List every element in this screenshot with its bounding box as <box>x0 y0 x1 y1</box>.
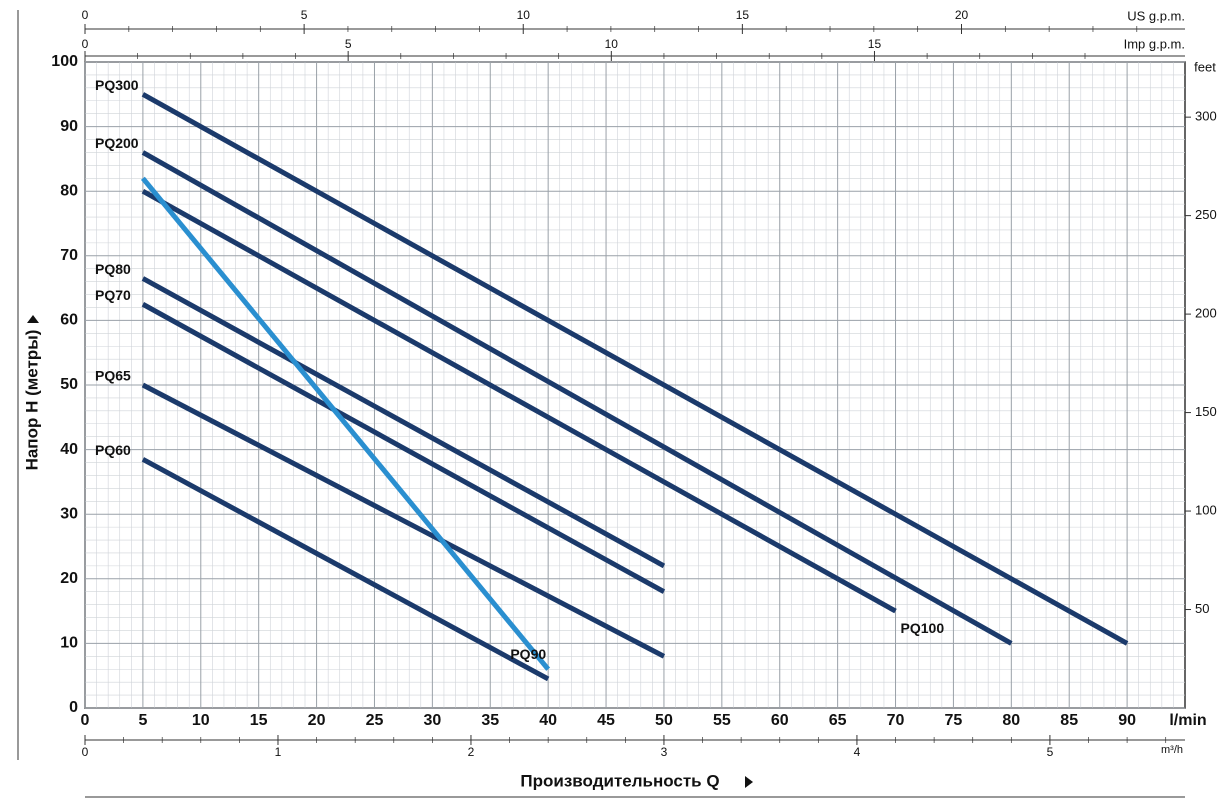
tick-label: 300 <box>1195 109 1217 124</box>
axis-unit: US g.p.m. <box>1127 8 1185 23</box>
x-tick-label: 90 <box>1118 712 1136 729</box>
y-tick-label: 100 <box>51 53 78 70</box>
y-tick-label: 80 <box>60 182 78 199</box>
tick-label: 20 <box>955 8 969 22</box>
series-line <box>141 150 1013 646</box>
y-tick-label: 60 <box>60 312 78 329</box>
x-tick-label: 35 <box>481 712 499 729</box>
tick-label: 10 <box>517 8 531 22</box>
x-tick-label: 60 <box>771 712 789 729</box>
axis-unit: m³/h <box>1161 744 1183 756</box>
series-line <box>140 176 551 671</box>
y-tick-label: 20 <box>60 570 78 587</box>
x-tick-label: 70 <box>887 712 905 729</box>
y-tick-label: 30 <box>60 505 78 522</box>
tick-label: 1 <box>275 745 282 759</box>
y-tick-label: 70 <box>60 247 78 264</box>
tick-label: 3 <box>661 745 668 759</box>
x-tick-label: 75 <box>945 712 963 729</box>
tick-label: 4 <box>854 745 861 759</box>
series-label: PQ60 <box>95 442 131 458</box>
tick-label: 200 <box>1195 306 1217 321</box>
axis-unit: l/min <box>1169 712 1206 729</box>
axis-unit: feet <box>1194 59 1216 74</box>
x-tick-label: 85 <box>1060 712 1078 729</box>
series-label: PQ80 <box>95 261 131 277</box>
series-line <box>141 276 666 569</box>
y-tick-label: 0 <box>69 699 78 716</box>
tick-label: 5 <box>301 8 308 22</box>
tick-label: 0 <box>82 8 89 22</box>
series-label: PQ65 <box>95 368 131 384</box>
tick-label: 2 <box>468 745 475 759</box>
tick-label: 100 <box>1195 502 1217 517</box>
x-tick-label: 5 <box>138 712 147 729</box>
x-tick-label: 40 <box>539 712 557 729</box>
x-tick-label: 55 <box>713 712 731 729</box>
y-tick-label: 10 <box>60 635 78 652</box>
x-tick-label: 80 <box>1002 712 1020 729</box>
tick-label: 15 <box>736 8 750 22</box>
x-tick-label: 50 <box>655 712 673 729</box>
y-axis-title: Напор H (метры) <box>22 330 41 471</box>
tick-label: 150 <box>1195 404 1217 419</box>
x-tick-label: 0 <box>81 712 90 729</box>
arrow <box>745 776 753 788</box>
series-line <box>141 92 1129 646</box>
y-tick-label: 90 <box>60 118 78 135</box>
x-tick-label: 20 <box>308 712 326 729</box>
series-line <box>141 457 550 682</box>
arrow <box>27 315 39 323</box>
x-tick-label: 10 <box>192 712 210 729</box>
tick-label: 0 <box>82 37 89 51</box>
tick-label: 15 <box>868 37 882 51</box>
series-label: PQ200 <box>95 135 139 151</box>
series-line <box>141 382 666 659</box>
x-tick-label: 45 <box>597 712 615 729</box>
series-line <box>141 302 666 594</box>
tick-label: 5 <box>1047 745 1054 759</box>
y-tick-label: 50 <box>60 376 78 393</box>
tick-label: 0 <box>82 745 89 759</box>
tick-label: 50 <box>1195 601 1209 616</box>
x-tick-label: 25 <box>366 712 384 729</box>
axis-unit: Imp g.p.m. <box>1124 36 1185 51</box>
x-tick-label: 30 <box>423 712 441 729</box>
x-axis-title: Производительность Q <box>520 771 719 790</box>
series-line <box>141 189 897 614</box>
x-tick-label: 65 <box>829 712 847 729</box>
tick-label: 10 <box>605 37 619 51</box>
series-label: PQ100 <box>901 620 945 636</box>
x-tick-label: 15 <box>250 712 268 729</box>
tick-label: 250 <box>1195 207 1217 222</box>
series-label: PQ70 <box>95 287 131 303</box>
series-label: PQ300 <box>95 77 139 93</box>
series-label: PQ90 <box>510 646 546 662</box>
y-tick-label: 40 <box>60 441 78 458</box>
tick-label: 5 <box>345 37 352 51</box>
